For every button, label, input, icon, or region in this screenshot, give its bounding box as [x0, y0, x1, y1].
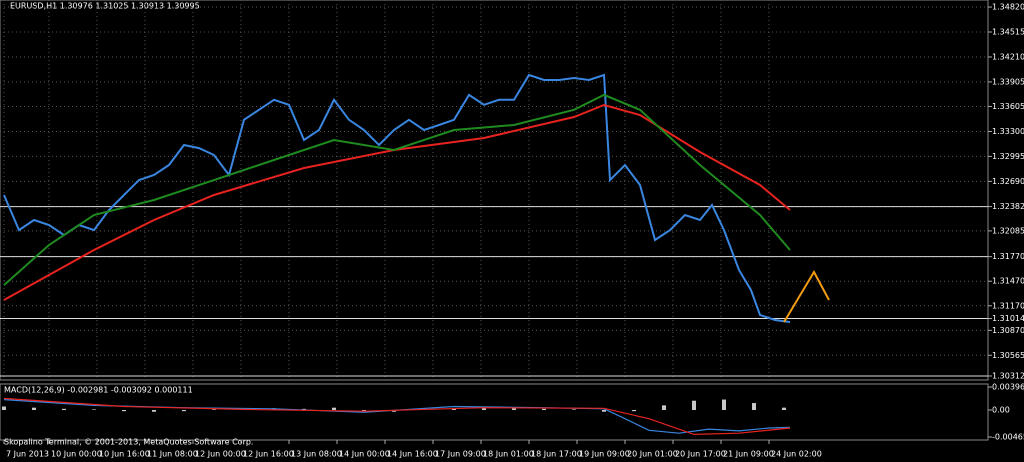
macd-histogram-bar	[121, 409, 126, 412]
series-line	[3, 73, 791, 324]
series-line	[3, 93, 791, 286]
y-tick-label: 1.34210	[992, 52, 1024, 61]
x-tick-label: 20 Jun 17:00	[675, 450, 726, 459]
macd-histogram-bar	[511, 408, 516, 410]
x-tick-label: 18 Jun 01:00	[483, 450, 534, 459]
y-tick-label: 1.30312	[992, 371, 1024, 380]
x-tick-label: 17 Jun 09:00	[435, 450, 486, 459]
x-tick-label: 14 Jun 00:00	[339, 450, 390, 459]
y-tick-label: 1.31470	[992, 277, 1024, 286]
x-tick-label: 7 Jun 2013	[6, 450, 49, 459]
macd-histogram-bar	[541, 408, 546, 410]
y-tick-label: 1.32085	[992, 226, 1024, 235]
macd-frame	[0, 383, 989, 441]
y-tick-label: -0.004652	[992, 432, 1024, 441]
y-tick-label: 1.34515	[992, 28, 1024, 37]
x-tick-label: 21 Jun 09:00	[723, 450, 774, 459]
x-tick-label: 12 Jun 16:00	[243, 450, 294, 459]
macd-histogram-bar	[331, 407, 336, 410]
macd-histogram-bar	[211, 409, 216, 410]
series-line	[3, 103, 791, 301]
x-tick-label: 19 Jun 09:00	[579, 450, 630, 459]
x-tick-label: 10 Jun 16:00	[99, 450, 150, 459]
x-tick-label: 11 Jun 08:00	[147, 450, 198, 459]
macd-histogram-bar	[721, 399, 726, 410]
macd-histogram-bar	[31, 407, 36, 410]
y-tick-label: 1.30565	[992, 351, 1024, 360]
y-tick-label: 1.31170	[992, 301, 1024, 310]
y-tick-label: 1.31770	[992, 252, 1024, 261]
macd-histogram-bar	[61, 408, 66, 410]
x-tick-label: 18 Jun 17:00	[531, 450, 582, 459]
macd-histogram-bar	[661, 405, 666, 410]
series-line	[3, 399, 791, 434]
macd-histogram-bar	[781, 407, 786, 410]
y-tick-label: 1.32690	[992, 177, 1024, 186]
main-frame	[0, 0, 989, 381]
macd-histogram-bar	[1, 406, 6, 410]
series-line	[3, 397, 791, 436]
macd-histogram-bar	[91, 409, 96, 410]
y-tick-label: 1.32382	[992, 202, 1024, 211]
x-tick-label: 20 Jun 01:00	[627, 450, 678, 459]
y-tick-label: 1.34820	[992, 3, 1024, 12]
x-tick-label: 13 Jun 08:00	[291, 450, 342, 459]
y-tick-label: 1.33605	[992, 102, 1024, 111]
x-tick-label: 14 Jun 16:00	[387, 450, 438, 459]
y-tick-label: 1.30870	[992, 326, 1024, 335]
x-tick-label: 24 Jun 02:00	[771, 450, 822, 459]
y-tick-label: 1.32995	[992, 152, 1024, 161]
macd-title: MACD(12,26,9) -0.002981 -0.003092 0.0001…	[4, 386, 193, 395]
x-tick-label: 10 Jun 00:00	[51, 450, 102, 459]
y-tick-label: 0.00	[992, 405, 1010, 414]
macd-histogram-bar	[631, 409, 636, 412]
y-tick-label: 1.33300	[992, 127, 1024, 136]
macd-histogram-bar	[691, 400, 696, 410]
macd-histogram-bar	[361, 409, 366, 412]
macd-histogram-bar	[751, 403, 756, 410]
series-line	[783, 269, 830, 323]
macd-histogram-bar	[481, 408, 486, 410]
macd-histogram-bar	[151, 409, 156, 412]
macd-histogram-bar	[451, 408, 456, 410]
copyright: Skopalino Terminal, © 2001-2013, MetaQuo…	[4, 438, 253, 447]
macd-histogram-bar	[181, 409, 186, 412]
chart-title: EURUSD,H1 1.30976 1.31025 1.30913 1.3099…	[10, 2, 200, 11]
y-tick-label: 1.31014	[992, 314, 1024, 323]
macd-histogram-bar	[601, 409, 606, 412]
x-tick-label: 12 Jun 00:00	[195, 450, 246, 459]
y-tick-label: 1.33905	[992, 77, 1024, 86]
macd-histogram-bar	[571, 409, 576, 410]
